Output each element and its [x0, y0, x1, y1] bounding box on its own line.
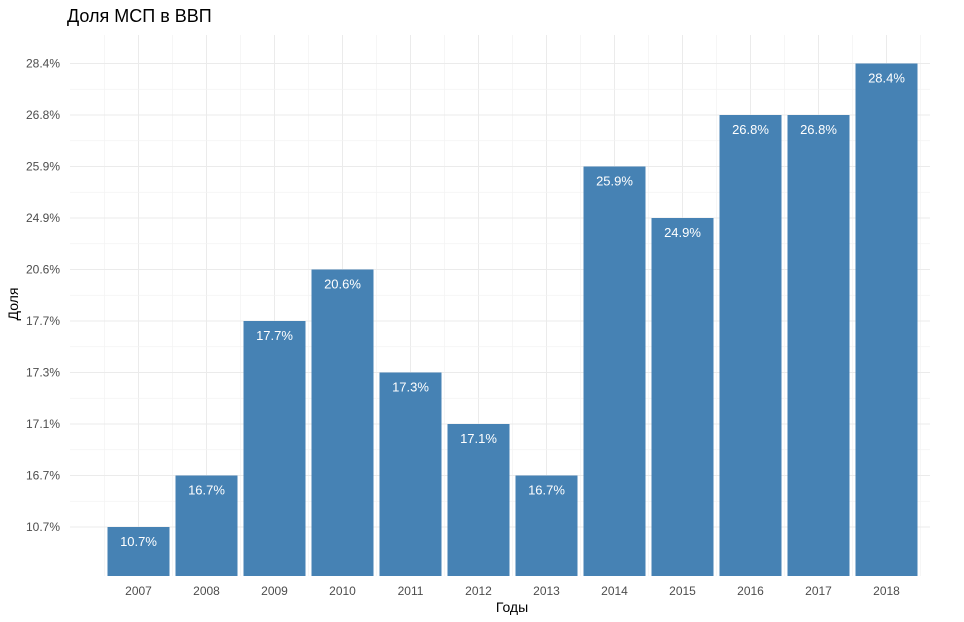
y-tick-label: 20.6% [26, 263, 60, 277]
bar-2009 [243, 321, 306, 576]
bar-2015 [651, 218, 714, 576]
y-tick-label: 16.7% [26, 469, 60, 483]
bar-label-2009: 17.7% [256, 328, 293, 343]
bar-label-2015: 24.9% [664, 225, 701, 240]
x-tick-label: 2013 [533, 584, 560, 598]
y-tick-label: 10.7% [26, 520, 60, 534]
x-tick-label: 2010 [329, 584, 356, 598]
x-tick-label: 2012 [465, 584, 492, 598]
y-tick-label: 26.8% [26, 108, 60, 122]
bar-label-2018: 28.4% [868, 71, 905, 86]
y-tick-label: 17.3% [26, 366, 60, 380]
x-tick-label: 2018 [873, 584, 900, 598]
bar-2013 [515, 475, 578, 576]
bar-2012 [447, 424, 510, 576]
bar-2017 [787, 115, 850, 576]
bars-layer [107, 63, 918, 576]
x-tick-label: 2017 [805, 584, 832, 598]
chart-title: Доля МСП в ВВП [67, 6, 212, 26]
y-tick-label: 28.4% [26, 57, 60, 71]
x-axis-ticks: 2007 2008 2009 2010 2011 2012 2013 2014 2015 2016… [125, 584, 900, 598]
bar-label-2013: 16.7% [528, 483, 565, 498]
y-tick-label: 17.7% [26, 314, 60, 328]
x-tick-label: 2007 [125, 584, 152, 598]
bar-2008 [175, 475, 238, 576]
bar-2016 [719, 115, 782, 576]
bar-2018 [855, 63, 918, 576]
y-tick-label: 24.9% [26, 211, 60, 225]
bar-label-2007: 10.7% [120, 534, 157, 549]
x-tick-label: 2011 [398, 584, 424, 598]
y-tick-label: 25.9% [26, 160, 60, 174]
x-tick-label: 2016 [737, 584, 764, 598]
x-tick-label: 2009 [261, 584, 288, 598]
bar-2014 [583, 166, 646, 576]
bar-labels-layer: 10.7% 16.7% 17.7% 20.6% 17.3% 17.1% 16.7% 25.9%… [120, 71, 905, 550]
y-tick-label: 17.1% [26, 417, 60, 431]
bar-label-2014: 25.9% [596, 174, 633, 189]
bar-2011 [379, 372, 442, 576]
bar-label-2008: 16.7% [188, 483, 225, 498]
bar-2010 [311, 269, 374, 576]
y-axis-ticks: 10.7% 16.7% 17.1% 17.3% 17.7% 20.6% 24.9% 25.9%… [26, 57, 60, 535]
y-axis-title: Доля [5, 288, 21, 321]
bar-label-2017: 26.8% [800, 122, 837, 137]
bar-label-2010: 20.6% [324, 277, 361, 292]
x-tick-label: 2015 [669, 584, 696, 598]
bar-label-2011: 17.3% [392, 380, 429, 395]
bar-label-2016: 26.8% [732, 122, 769, 137]
bar-label-2012: 17.1% [460, 431, 497, 446]
x-tick-label: 2008 [193, 584, 220, 598]
x-tick-label: 2014 [601, 584, 628, 598]
bar-2007 [107, 527, 170, 576]
x-axis-title: Годы [496, 599, 528, 615]
